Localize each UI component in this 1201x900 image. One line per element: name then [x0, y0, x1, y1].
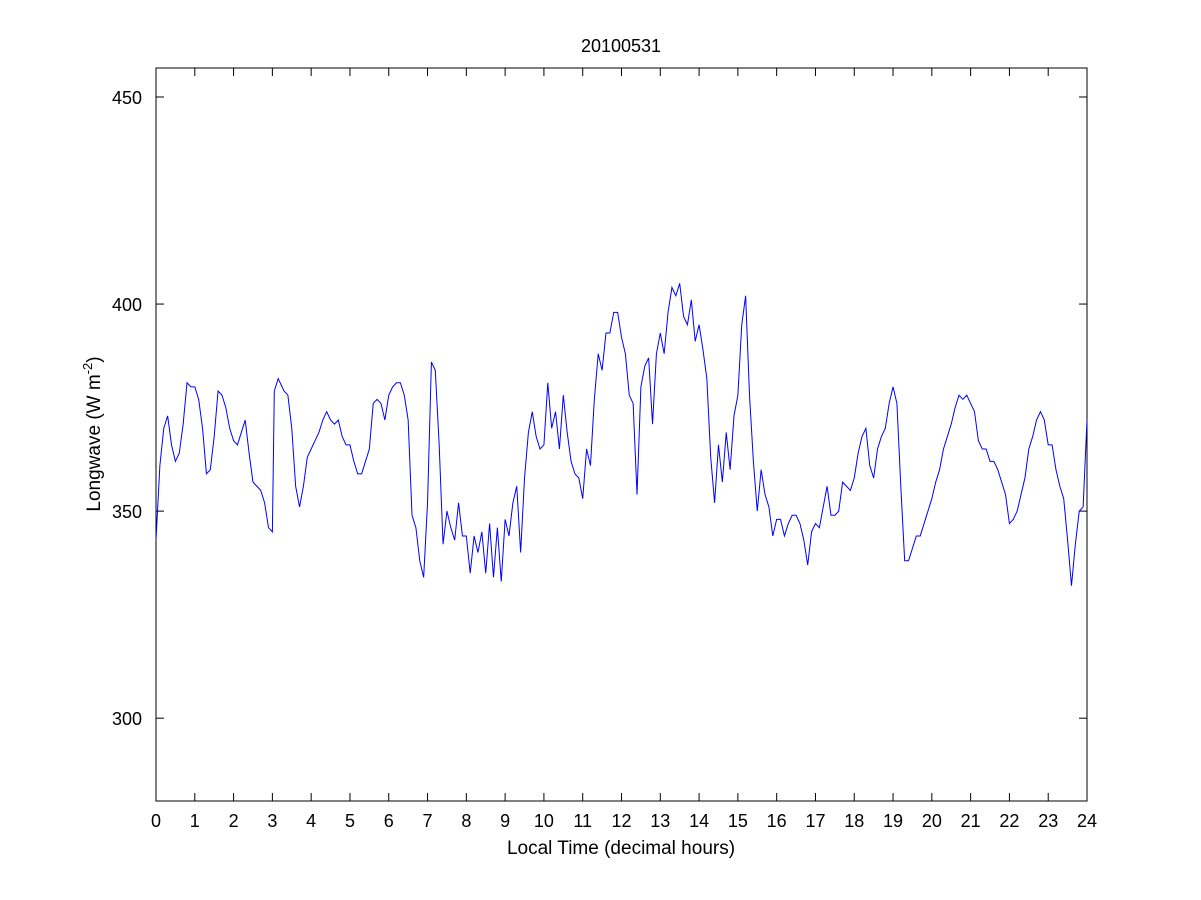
x-tick-label: 3 — [267, 811, 277, 831]
x-tick-label: 8 — [461, 811, 471, 831]
x-tick-label: 24 — [1077, 811, 1097, 831]
x-tick-label: 7 — [423, 811, 433, 831]
y-tick-label: 450 — [112, 88, 142, 108]
y-tick-label: 300 — [112, 709, 142, 729]
y-tick-label: 350 — [112, 502, 142, 522]
y-axis-label-close: ) — [84, 356, 105, 362]
x-tick-label: 18 — [844, 811, 864, 831]
x-tick-label: 10 — [534, 811, 554, 831]
x-tick-label: 14 — [689, 811, 709, 831]
x-tick-label: 13 — [650, 811, 670, 831]
x-tick-label: 20 — [922, 811, 942, 831]
y-tick-label: 400 — [112, 295, 142, 315]
x-tick-label: 2 — [229, 811, 239, 831]
x-tick-label: 16 — [767, 811, 787, 831]
x-tick-label: 19 — [883, 811, 903, 831]
series-line-longwave — [155, 283, 1088, 586]
chart-title: 20100531 — [581, 36, 661, 56]
x-tick-label: 23 — [1038, 811, 1058, 831]
y-axis-label: Longwave (W m-2) — [80, 356, 105, 511]
x-tick-label: 9 — [500, 811, 510, 831]
plot-area — [155, 67, 1088, 802]
x-tick-label: 21 — [961, 811, 981, 831]
x-tick-label: 5 — [345, 811, 355, 831]
x-axis-label: Local Time (decimal hours) — [507, 838, 735, 859]
x-tick-label: 12 — [611, 811, 631, 831]
x-tick-label: 0 — [151, 811, 161, 831]
axis-ticks — [155, 68, 1088, 801]
x-tick-label: 11 — [573, 811, 592, 831]
x-tick-label: 6 — [384, 811, 394, 831]
x-tick-label: 4 — [306, 811, 316, 831]
axis-tick-labels: 0 1 2 3 4 5 6 7 8 9 10 11 12 13 14 15 16 17 18 19 20 21 22 23 24… — [112, 88, 1097, 831]
y-axis-label-superscript: -2 — [80, 363, 95, 375]
y-axis-label-main: Longwave (W m — [84, 374, 105, 511]
x-tick-label: 1 — [190, 811, 200, 831]
x-tick-label: 17 — [805, 811, 825, 831]
x-tick-label: 15 — [728, 811, 748, 831]
x-tick-label: 22 — [999, 811, 1019, 831]
